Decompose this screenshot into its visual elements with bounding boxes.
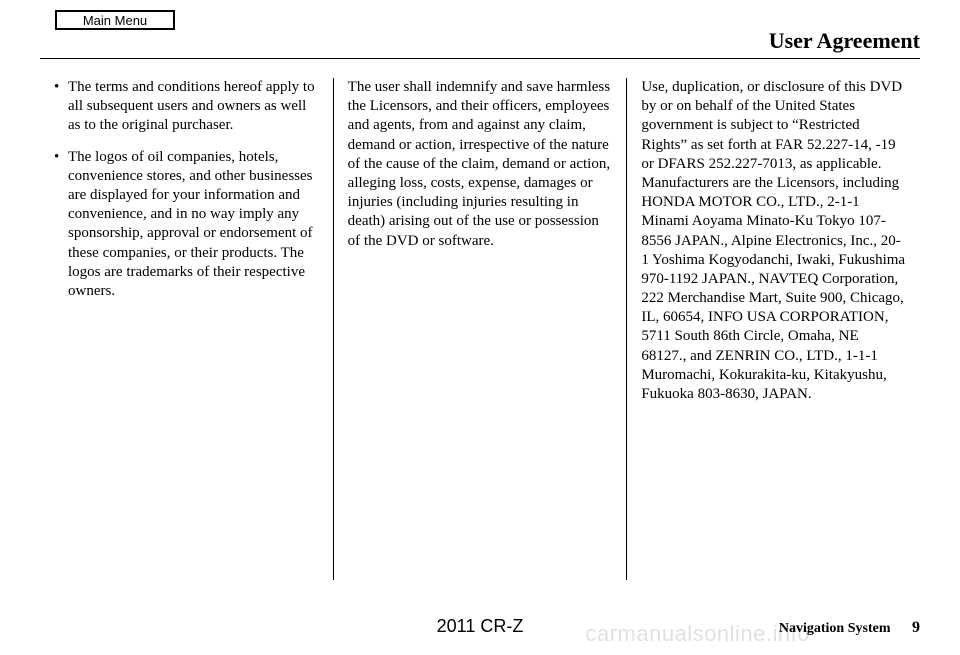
header-divider [40,58,920,59]
watermark: carmanualsonline.info [585,621,810,647]
footer-model: 2011 CR-Z [437,616,524,637]
main-menu-button[interactable]: Main Menu [55,10,175,30]
footer-section-label: Navigation System [779,621,891,636]
content-columns: The terms and conditions hereof apply to… [40,78,920,580]
bullet-item: The terms and conditions hereof apply to… [54,78,319,136]
column-3: Use, duplication, or disclosure of this … [626,78,920,580]
page-title: User Agreement [769,28,920,54]
bullet-item: The logos of oil companies, hotels, conv… [54,148,319,302]
column-1: The terms and conditions hereof apply to… [40,78,333,580]
paragraph: The user shall indemnify and save harmle… [348,78,613,251]
column-2: The user shall indemnify and save harmle… [333,78,627,580]
footer-right: Navigation System 9 [779,619,920,637]
page-number: 9 [912,619,920,636]
paragraph: Use, duplication, or disclosure of this … [641,78,906,404]
bullet-list: The terms and conditions hereof apply to… [54,78,319,301]
